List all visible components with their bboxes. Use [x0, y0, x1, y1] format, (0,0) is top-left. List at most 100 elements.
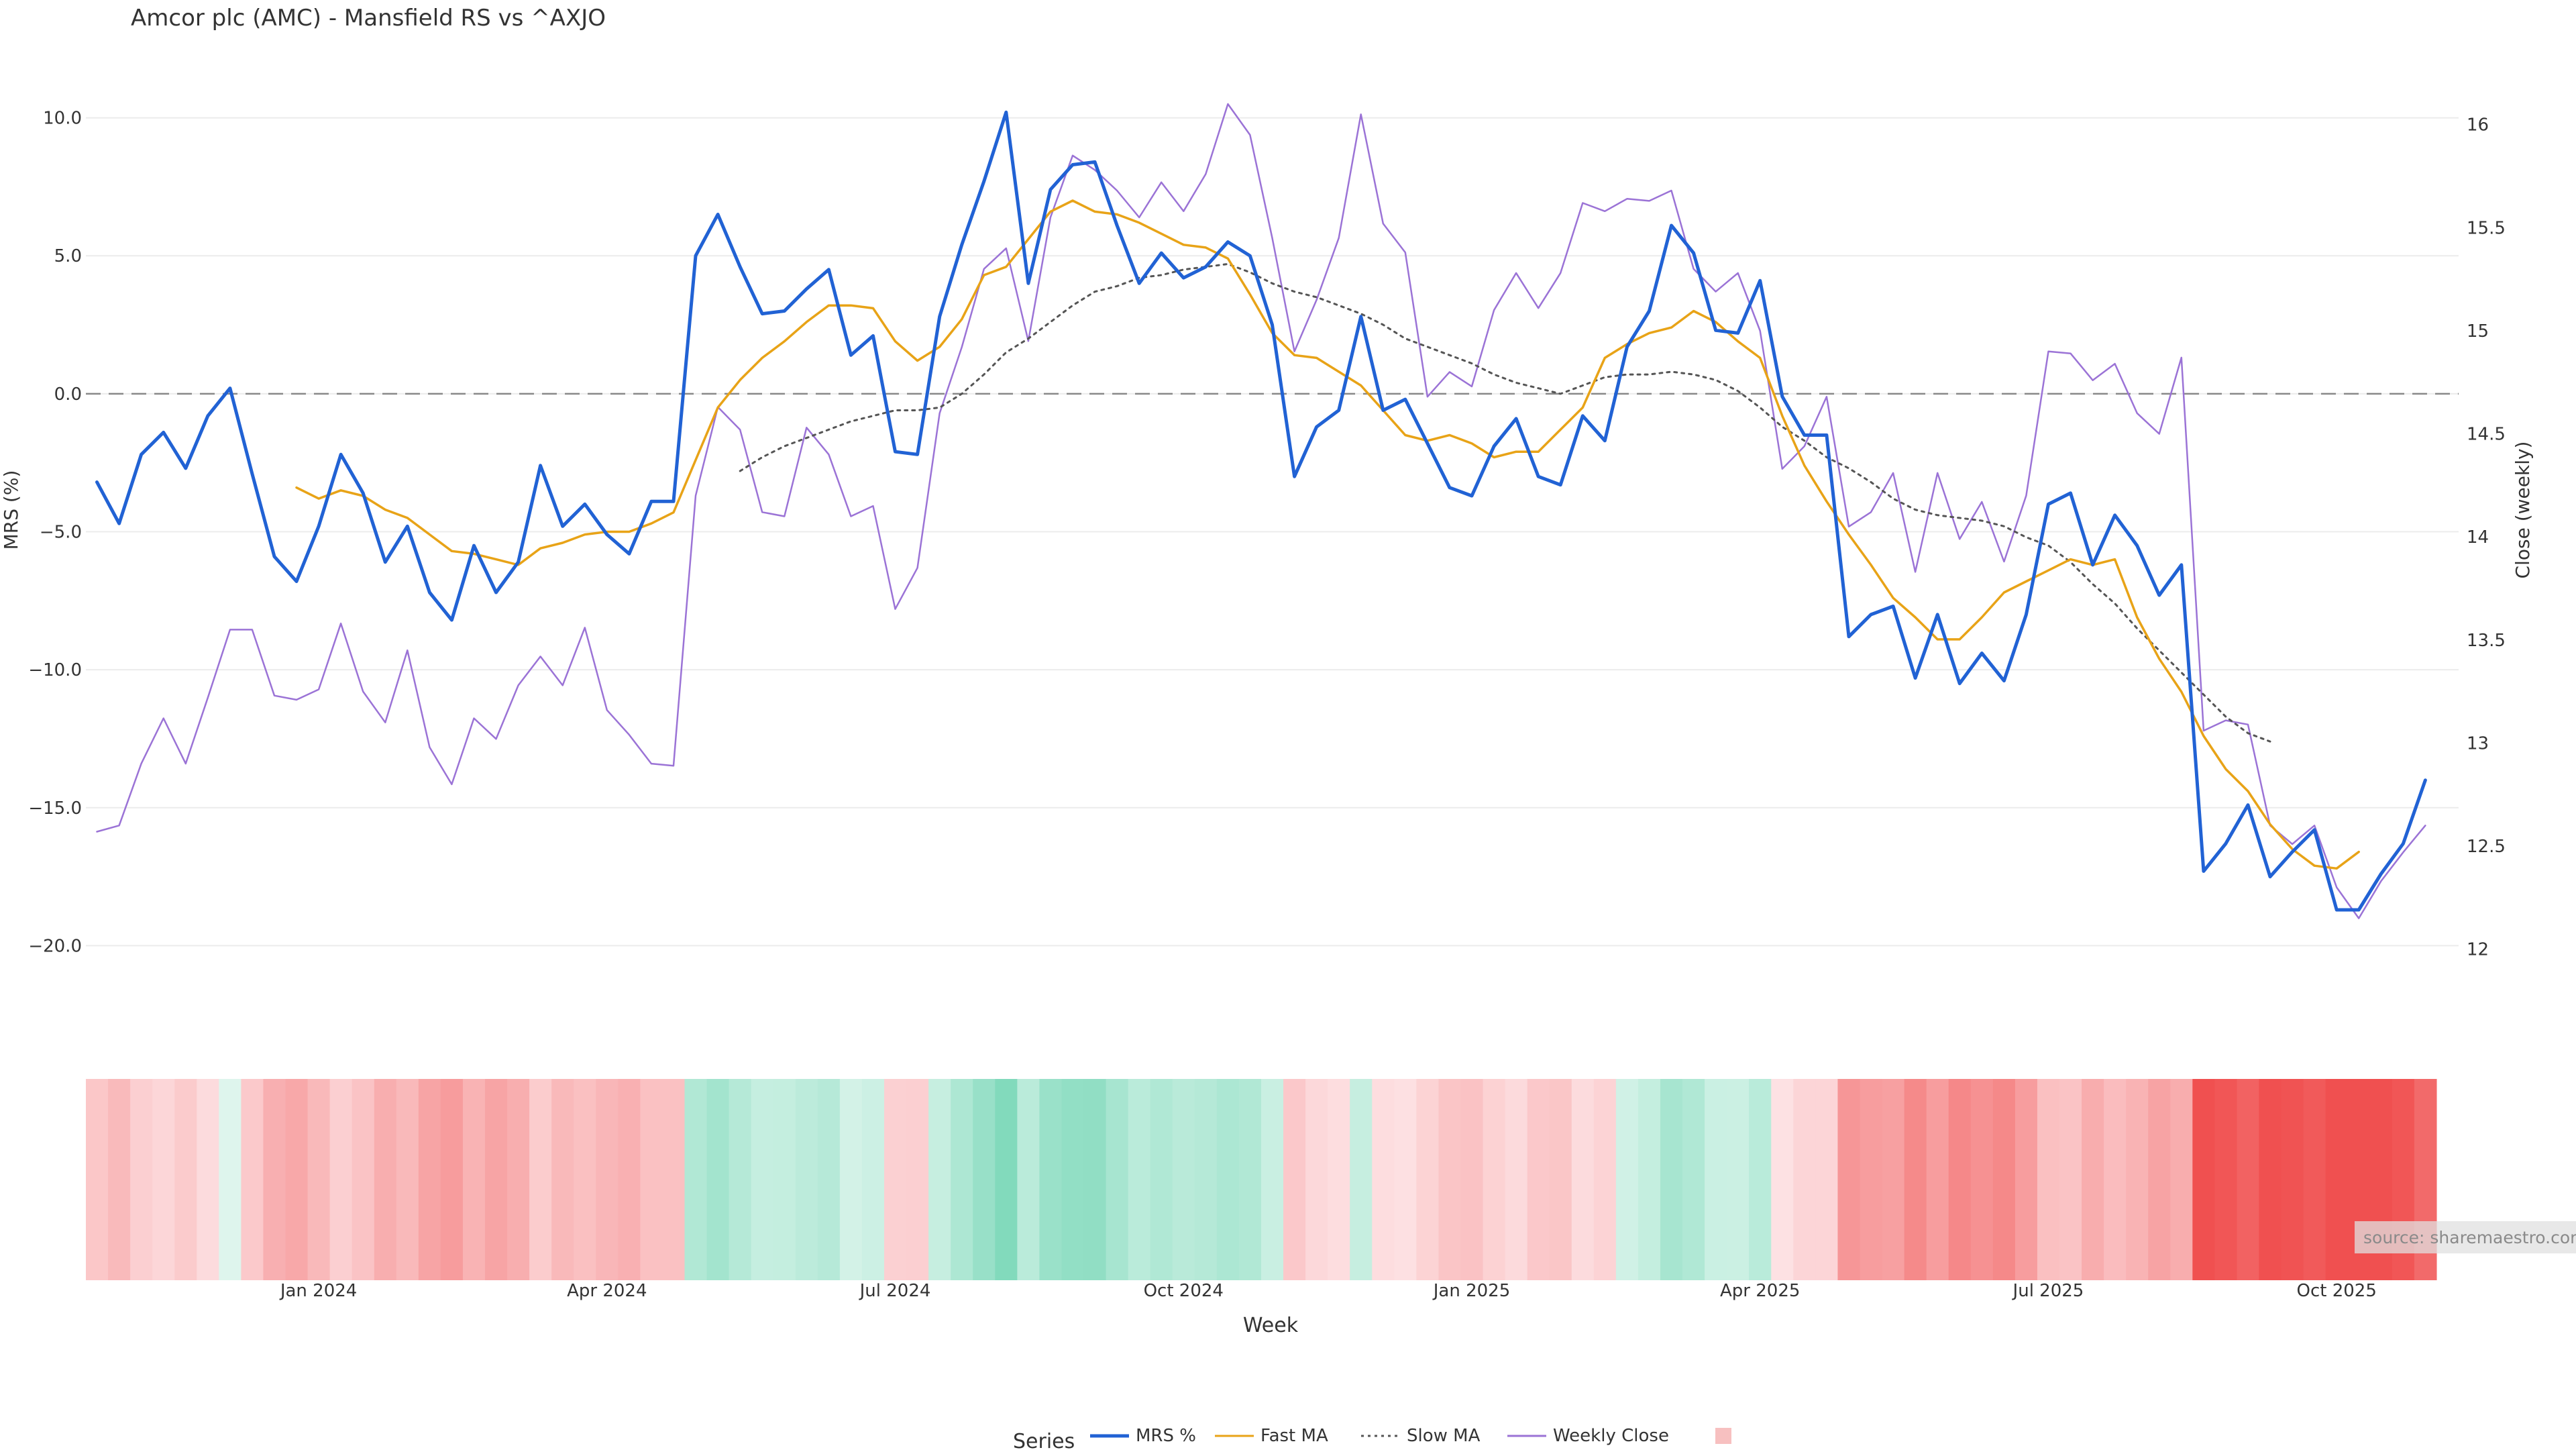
- heatmap-cell: [1505, 1079, 1528, 1280]
- y-axis-label-right: Close (weekly): [2512, 442, 2534, 579]
- heatmap-cell: [263, 1079, 286, 1280]
- heatmap-cell: [2126, 1079, 2149, 1280]
- heatmap-cell: [1727, 1079, 1750, 1280]
- series-line-weekly-close: [96, 103, 2426, 919]
- heatmap-cell: [1328, 1079, 1350, 1280]
- legend-label: Weekly Close: [1553, 1426, 1669, 1446]
- heatmap-cell: [574, 1079, 596, 1280]
- heatmap-cell: [1615, 1079, 1639, 1280]
- heatmap-cell: [1793, 1079, 1816, 1280]
- heatmap-cell: [108, 1079, 131, 1280]
- heatmap-cell: [2082, 1079, 2104, 1280]
- heatmap-cell: [1106, 1079, 1129, 1280]
- x-tick-label: Oct 2025: [2296, 1281, 2376, 1301]
- heatmap-cell: [1128, 1079, 1151, 1280]
- x-tick-label: Apr 2024: [567, 1281, 647, 1301]
- heatmap-cell: [1061, 1079, 1085, 1280]
- heatmap-cell: [1882, 1079, 1905, 1280]
- heatmap-cell: [2192, 1079, 2215, 1280]
- heatmap-cell: [662, 1079, 686, 1280]
- chart-title: Amcor plc (AMC) - Mansfield RS vs ^AXJO: [131, 5, 606, 32]
- heatmap-cell: [1860, 1079, 1883, 1280]
- source-note: source: sharemaestro.com: [2363, 1228, 2576, 1247]
- heatmap-cell: [1394, 1079, 1417, 1280]
- heatmap-cell: [995, 1079, 1018, 1280]
- y-tick-label-right: 12.5: [2467, 837, 2506, 857]
- heatmap-cell: [773, 1079, 796, 1280]
- heatmap-cell: [130, 1079, 153, 1280]
- heatmap-cell: [1527, 1079, 1550, 1280]
- heatmap-cell: [1992, 1079, 2016, 1280]
- heatmap-cell: [1904, 1079, 1927, 1280]
- heatmap-cell: [1926, 1079, 1949, 1280]
- y-tick-label-left: 5.0: [54, 246, 82, 266]
- source-note-bg: [2355, 1221, 2576, 1253]
- heatmap-cell: [1305, 1079, 1328, 1280]
- x-axis-label: Week: [1243, 1314, 1299, 1337]
- heatmap-cell: [2303, 1079, 2326, 1280]
- y-tick-label-right: 14.5: [2467, 425, 2506, 445]
- legend-items: MRS % Fast MA Slow MA Weekly Close: [1090, 1426, 1731, 1446]
- heatmap-cell: [640, 1079, 663, 1280]
- heatmap-cell: [285, 1079, 309, 1280]
- heatmap-band: [86, 1079, 2437, 1280]
- heatmap-cell: [396, 1079, 419, 1280]
- heatmap-cell: [1083, 1079, 1107, 1280]
- heatmap-cell: [1593, 1079, 1617, 1280]
- heatmap-cell: [197, 1079, 219, 1280]
- x-tick-label: Jan 2024: [279, 1281, 358, 1301]
- heatmap-cell: [751, 1079, 774, 1280]
- heatmap-cell: [329, 1079, 353, 1280]
- heatmap-cell: [2214, 1079, 2238, 1280]
- heatmap-cell: [596, 1079, 619, 1280]
- heatmap-cell: [529, 1079, 552, 1280]
- y-axis-label-left: MRS (%): [0, 470, 22, 550]
- y-tick-label-left: −20.0: [28, 936, 82, 956]
- x-tick-label: Jul 2025: [2012, 1281, 2084, 1301]
- heatmap-cell: [1837, 1079, 1861, 1280]
- y-tick-label-left: 0.0: [54, 384, 82, 405]
- x-tick-label: Oct 2024: [1144, 1281, 1224, 1301]
- y-tick-label-right: 14: [2467, 527, 2489, 548]
- heatmap-cell: [2037, 1079, 2060, 1280]
- heatmap-cell: [1549, 1079, 1572, 1280]
- heatmap-cell: [2259, 1079, 2282, 1280]
- heatmap-cell: [2237, 1079, 2260, 1280]
- y-tick-label-left: −15.0: [28, 798, 82, 819]
- heatmap-cell: [906, 1079, 929, 1280]
- legend-title: Series: [1013, 1430, 1075, 1449]
- heatmap-cell: [729, 1079, 752, 1280]
- legend-label: MRS %: [1136, 1426, 1196, 1446]
- heatmap-cell: [1638, 1079, 1661, 1280]
- heatmap-cell: [507, 1079, 530, 1280]
- y-tick-label-left: −5.0: [40, 523, 82, 543]
- heatmap-cell: [2059, 1079, 2082, 1280]
- heatmap-cell: [2104, 1079, 2127, 1280]
- heatmap-cell: [1660, 1079, 1683, 1280]
- legend-label: Slow MA: [1407, 1426, 1481, 1446]
- heatmap-cell: [839, 1079, 863, 1280]
- heatmap-cell: [706, 1079, 730, 1280]
- series-line-mrs: [95, 110, 2427, 912]
- y-tick-label-right: 13.5: [2467, 631, 2506, 651]
- heatmap-cell: [1970, 1079, 1994, 1280]
- heatmap-cell: [86, 1079, 109, 1280]
- heatmap-cell: [219, 1079, 241, 1280]
- heatmap-cell: [352, 1079, 375, 1280]
- heatmap-cell: [485, 1079, 508, 1280]
- x-tick-label: Jan 2025: [1432, 1281, 1511, 1301]
- heatmap-cell: [1238, 1079, 1262, 1280]
- y-tick-label-right: 15: [2467, 321, 2489, 342]
- heatmap-cell: [2170, 1079, 2193, 1280]
- heatmap-cell: [1017, 1079, 1040, 1280]
- heatmap-cell: [241, 1079, 264, 1280]
- y-tick-label-right: 12: [2467, 940, 2489, 960]
- x-tick-label: Jul 2024: [859, 1281, 931, 1301]
- heatmap-cell: [2015, 1079, 2038, 1280]
- y-tick-label-right: 15.5: [2467, 218, 2506, 238]
- heatmap-cell: [2325, 1079, 2349, 1280]
- heatmap-cell: [951, 1079, 973, 1280]
- heatmap-cell: [973, 1079, 996, 1280]
